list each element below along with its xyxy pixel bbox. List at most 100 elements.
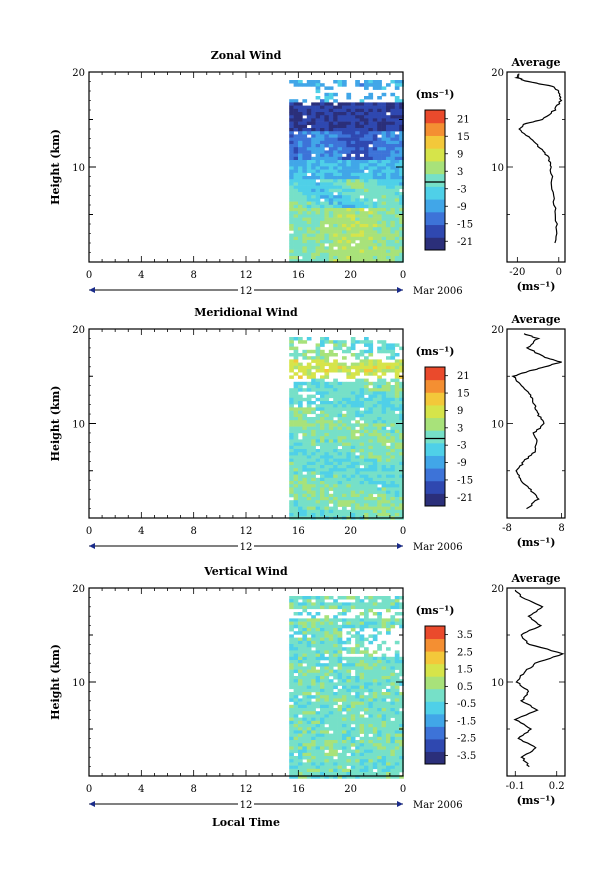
date-bar-arrow-right — [397, 287, 403, 293]
x-tick-label: 12 — [240, 784, 253, 795]
profile-line — [514, 73, 563, 244]
colorbar-swatch — [425, 199, 445, 213]
y-axis-label: Height (km) — [49, 386, 62, 462]
colorbar-label: 9 — [457, 406, 463, 417]
x-tick-label: 20 — [344, 270, 357, 281]
x-tick-label: 4 — [138, 270, 144, 281]
x-tick-label: 4 — [138, 784, 144, 795]
x-tick-label: 16 — [292, 526, 305, 537]
x-tick-label: 12 — [240, 526, 253, 537]
colorbar-swatch — [425, 392, 445, 406]
profile-y-tick-label: 10 — [491, 420, 504, 431]
colorbar-swatch — [425, 713, 445, 727]
x-tick-label: 20 — [344, 784, 357, 795]
x-tick-label: 12 — [240, 270, 253, 281]
colorbar-label: 15 — [457, 132, 470, 143]
profile-title: Average — [510, 572, 560, 585]
profile-title: Average — [510, 56, 560, 69]
data-field — [289, 596, 404, 779]
y-tick-label: 10 — [72, 163, 85, 174]
colorbar-swatch — [425, 726, 445, 740]
profile-y-tick-label: 10 — [491, 678, 504, 689]
colorbar-swatch — [425, 468, 445, 482]
date-label: 12 — [240, 286, 253, 297]
profile-x-tick-label: -0.1 — [506, 781, 525, 792]
date-label-bg — [238, 540, 254, 551]
colorbar-swatch — [425, 676, 445, 690]
date-bar-arrow-right — [397, 801, 403, 807]
profile-x-tick-label: -20 — [509, 267, 525, 278]
colorbar-label: -0.5 — [457, 699, 476, 710]
date-suffix: Mar 2006 — [413, 800, 463, 811]
panel-title: Zonal Wind — [211, 49, 282, 62]
colorbar-swatch — [425, 379, 445, 393]
colorbar-label: -9 — [457, 458, 467, 469]
colorbar-unit: (ms⁻¹) — [416, 345, 455, 358]
colorbar-swatch — [425, 160, 445, 175]
x-tick-label: 4 — [138, 526, 144, 537]
colorbar-swatch — [425, 224, 445, 238]
colorbar-frame — [424, 366, 446, 507]
colorbar-swatch — [425, 663, 445, 677]
x-tick-label: 8 — [190, 784, 196, 795]
date-label-bg — [238, 284, 254, 295]
y-tick-label: 10 — [72, 678, 85, 689]
data-field — [289, 337, 404, 520]
colorbar-frame — [424, 625, 446, 765]
colorbar-label: 3 — [457, 423, 463, 434]
colorbar-swatch — [425, 404, 445, 419]
profile-x-tick-label: 8 — [558, 523, 564, 534]
profile-x-label: (ms⁻¹) — [517, 794, 556, 807]
x-tick-label: 0 — [400, 526, 406, 537]
profile-y-tick-label: 20 — [491, 68, 504, 79]
colorbar-label: -1.5 — [457, 716, 476, 727]
profile-frame — [506, 328, 566, 519]
profile-x-label: (ms⁻¹) — [517, 280, 556, 293]
colorbar-swatch — [425, 211, 445, 226]
colorbar-label: -9 — [457, 202, 467, 213]
colorbar-swatch — [425, 135, 445, 149]
colorbar-label: 15 — [457, 389, 470, 400]
colorbar-label: -21 — [457, 493, 473, 504]
colorbar-label: 3.5 — [457, 630, 473, 641]
colorbar-label: 1.5 — [457, 665, 473, 676]
x-tick-label: 0 — [86, 270, 92, 281]
colorbar-swatch — [425, 430, 445, 444]
colorbar-swatch — [425, 237, 445, 251]
colorbar-swatch — [425, 701, 445, 715]
colorbar-label: -2.5 — [457, 734, 476, 745]
x-tick-label: 16 — [292, 270, 305, 281]
profile-y-tick-label: 20 — [491, 584, 504, 595]
date-bar-arrow-right — [397, 543, 403, 549]
date-bar-arrow-left — [89, 287, 95, 293]
colorbar-swatch — [425, 688, 445, 702]
colorbar-label: 21 — [457, 114, 470, 125]
panel-2: Meridional Wind 10 20 Height (km) 0 4 8 12 16 20 0… — [49, 306, 566, 553]
profile-x-tick-label: -8 — [502, 523, 512, 534]
x-tick-label: 8 — [190, 526, 196, 537]
x-axis-label: Local Time — [212, 816, 280, 829]
colorbar-label: -15 — [457, 475, 473, 486]
colorbar-swatch — [425, 651, 445, 665]
colorbar-swatch — [425, 186, 445, 200]
date-label: 12 — [240, 800, 253, 811]
colorbar-label: -3 — [457, 184, 467, 195]
colorbar-swatch — [425, 148, 445, 162]
date-suffix: Mar 2006 — [413, 286, 463, 297]
profile-y-tick-label: 20 — [491, 325, 504, 336]
y-tick-label: 20 — [72, 325, 85, 336]
colorbar-swatch — [425, 738, 445, 752]
x-tick-label: 0 — [86, 526, 92, 537]
colorbar-label: 0.5 — [457, 682, 473, 693]
panel-title: Vertical Wind — [203, 565, 288, 578]
y-axis-label: Height (km) — [49, 644, 62, 720]
y-axis-label: Height (km) — [49, 129, 62, 205]
colorbar-unit: (ms⁻¹) — [416, 604, 455, 617]
y-tick-label: 10 — [72, 420, 85, 431]
profile-line — [513, 589, 565, 768]
colorbar-label: 3 — [457, 167, 463, 178]
x-tick-label: 16 — [292, 784, 305, 795]
y-tick-label: 20 — [72, 68, 85, 79]
panel-1: Zonal Wind 10 20 Height (km) 0 4 8 12 16 20 0 12 Mar… — [49, 49, 566, 297]
panel-3: Vertical Wind 10 20 Height (km) 0 4 8 12 16 20 0 12… — [49, 565, 566, 829]
